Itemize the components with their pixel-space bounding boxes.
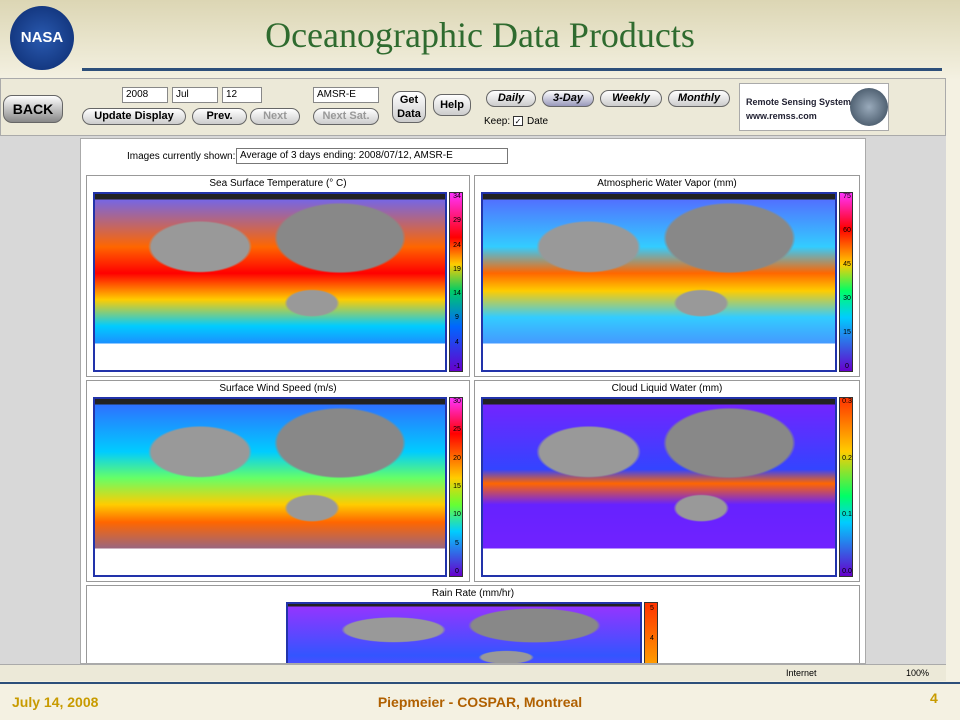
colorbar-label: 4: [455, 338, 459, 346]
shown-value: Average of 3 days ending: 2008/07/12, AM…: [236, 148, 508, 164]
colorbar-label: 25: [453, 426, 461, 434]
map-image: [286, 602, 642, 663]
slide-title: Oceanographic Data Products: [265, 15, 695, 55]
year-select[interactable]: 2008: [122, 87, 168, 103]
brand-name: Remote Sensing Systems: [746, 97, 857, 107]
colorbar: 0.3 0.2 0.1 0.0: [839, 397, 853, 577]
map-panel: Sea Surface Temperature (° C) 34 29 24 19 14 9…: [86, 175, 470, 377]
footer-center: Piepmeier - COSPAR, Montreal: [377, 694, 583, 710]
toolbar: BACK 2008 Jul 12 Update Display Prev. Ne…: [0, 78, 946, 136]
colorbar-label: 0.3: [842, 398, 852, 405]
title-rule: [82, 68, 942, 71]
colorbar-label: 30: [843, 295, 851, 302]
map-image: [93, 397, 447, 577]
satellite-select[interactable]: AMSR-E: [313, 87, 379, 103]
colorbar-label: 15: [453, 483, 461, 490]
colorbar: 34 29 24 19 14 9 4 -1: [449, 192, 463, 372]
colorbar-label: 0.0: [842, 568, 852, 575]
map-image: [93, 192, 447, 372]
period-button[interactable]: Monthly: [668, 90, 730, 107]
colorbar-label: 0.1: [842, 511, 852, 519]
status-zoom: 100%: [906, 668, 930, 678]
colorbar-label: 45: [843, 261, 851, 268]
back-button[interactable]: BACK: [3, 95, 63, 123]
colorbar: 30 25 20 15 10 5 0: [449, 397, 463, 577]
month-select[interactable]: Jul: [172, 87, 218, 103]
next-sat-button[interactable]: Next Sat.: [313, 108, 379, 125]
keep-checkbox[interactable]: ✓: [513, 116, 523, 126]
page-number: 4: [930, 690, 938, 706]
colorbar-label: 10: [453, 511, 461, 519]
colorbar-label: 20: [453, 454, 461, 462]
colorbar-label: 29: [453, 217, 461, 225]
panel-title: Surface Wind Speed (m/s): [219, 383, 337, 394]
colorbar: 75 60 45 30 15 0: [839, 192, 853, 372]
content: Images currently shown: Average of 3 day…: [80, 138, 866, 664]
map-panel: Atmospheric Water Vapor (mm) 75 60 45 30 15 0: [474, 175, 860, 377]
map-image: [481, 397, 837, 577]
colorbar-label: 9: [455, 314, 459, 322]
day-select[interactable]: 12: [222, 87, 262, 103]
colorbar-label: 4: [650, 635, 654, 642]
colorbar-label: 0: [455, 568, 459, 575]
colorbar-label: 75: [843, 193, 851, 200]
brand-url: www.remss.com: [746, 111, 817, 121]
status-bar: Internet 100%: [0, 664, 946, 681]
colorbar-label: 0: [845, 363, 849, 370]
panel-title: Cloud Liquid Water (mm): [611, 383, 723, 394]
colorbar-label: 15: [843, 329, 851, 336]
map-panel: Cloud Liquid Water (mm) 0.3 0.2 0.1 0.0: [474, 380, 860, 582]
colorbar-label: 5: [455, 539, 459, 547]
keep-option: Date: [527, 116, 549, 127]
map-image: [481, 192, 837, 372]
colorbar-label: -1: [453, 363, 461, 370]
colorbar-label: 0.2: [842, 454, 852, 462]
prev-button[interactable]: Prev.: [192, 108, 247, 125]
colorbar-label: 24: [453, 241, 461, 249]
panel-title: Rain Rate (mm/hr): [431, 588, 515, 599]
footer-date: July 14, 2008: [12, 694, 99, 710]
colorbar-label: 34: [453, 193, 461, 200]
period-button[interactable]: 3-Day: [542, 90, 594, 107]
colorbar-label: 14: [453, 290, 461, 298]
status-zone: Internet: [786, 668, 817, 678]
panel-title: Sea Surface Temperature (° C): [209, 178, 347, 189]
update-button[interactable]: Update Display: [82, 108, 186, 125]
period-button[interactable]: Daily: [486, 90, 536, 107]
footer-rule: [0, 682, 960, 684]
colorbar-label: 5: [650, 605, 654, 612]
period-tabs: Daily 3-Day Weekly Monthly: [486, 90, 730, 108]
panel-title: Atmospheric Water Vapor (mm): [597, 178, 737, 189]
colorbar-label: 30: [453, 398, 461, 405]
nasa-logo: NASA: [10, 6, 74, 70]
map-panel: Rain Rate (mm/hr) 5 4: [86, 585, 860, 663]
colorbar-label: 60: [843, 227, 851, 234]
period-button[interactable]: Weekly: [600, 90, 662, 107]
keep-label: Keep:: [484, 116, 511, 127]
map-panel: Surface Wind Speed (m/s) 30 25 20 15 10 5 0: [86, 380, 470, 582]
help-button[interactable]: Help: [433, 94, 471, 116]
brand-box: Remote Sensing Systems www.remss.com: [739, 83, 889, 131]
shown-label: Images currently shown:: [127, 151, 236, 162]
brand-globe: [850, 88, 888, 126]
colorbar-label: 19: [453, 265, 461, 273]
next-button[interactable]: Next: [250, 108, 300, 125]
get-data-button[interactable]: Get Data: [392, 91, 426, 123]
